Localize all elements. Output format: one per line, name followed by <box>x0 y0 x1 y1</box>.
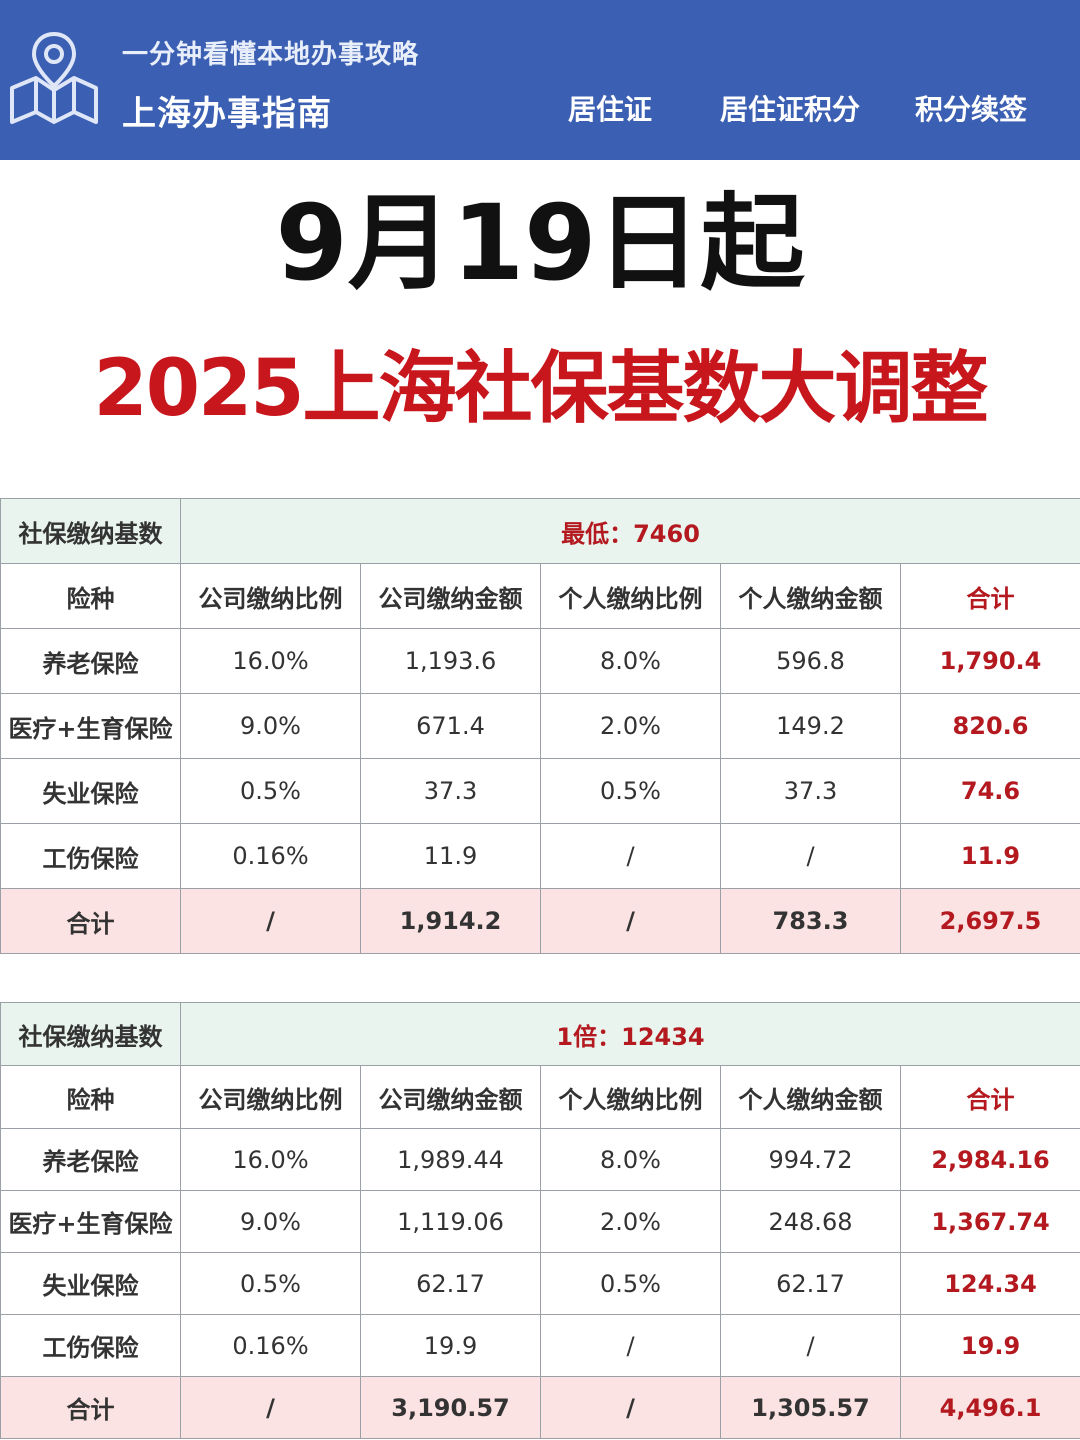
personal-amount: 994.72 <box>720 1128 901 1191</box>
personal-amount: / <box>720 823 901 889</box>
total-personal-rate: / <box>540 888 721 954</box>
column-header: 公司缴纳金额 <box>360 563 541 629</box>
company-rate: 0.16% <box>180 1314 361 1377</box>
row-total: 820.6 <box>899 693 1080 759</box>
personal-rate: / <box>540 1314 721 1377</box>
base-label: 社保缴纳基数 <box>0 498 181 564</box>
table-row: 医疗+生育保险 9.0% 671.4 2.0% 149.2 820.6 <box>0 693 1080 759</box>
base-label: 社保缴纳基数 <box>0 1002 181 1066</box>
personal-rate: 2.0% <box>540 693 721 759</box>
grand-total: 2,697.5 <box>899 888 1080 954</box>
personal-amount: / <box>720 1314 901 1377</box>
personal-amount: 37.3 <box>720 758 901 824</box>
personal-rate: 8.0% <box>540 1128 721 1191</box>
base-value: 1倍：12434 <box>179 1002 1080 1066</box>
column-header: 险种 <box>0 563 181 629</box>
row-total: 11.9 <box>899 823 1080 889</box>
company-amount: 11.9 <box>360 823 541 889</box>
company-rate: 0.5% <box>180 758 361 824</box>
personal-amount: 62.17 <box>720 1252 901 1315</box>
personal-rate: 0.5% <box>540 1252 721 1315</box>
row-total: 19.9 <box>899 1314 1080 1377</box>
column-header: 个人缴纳比例 <box>540 1065 721 1129</box>
column-header: 个人缴纳金额 <box>720 1065 901 1129</box>
nav-item-points-renewal[interactable]: 积分续签 <box>915 93 1028 126</box>
personal-amount: 248.68 <box>720 1190 901 1253</box>
insurance-type: 医疗+生育保险 <box>0 1190 181 1253</box>
brand-name: 上海办事指南 <box>122 94 332 134</box>
total-personal-amount: 783.3 <box>720 888 901 954</box>
grand-total: 4,496.1 <box>899 1376 1080 1439</box>
table-row: 工伤保险 0.16% 19.9 / / 19.9 <box>0 1314 1080 1377</box>
company-rate: 9.0% <box>180 1190 361 1253</box>
page-title-main: 2025上海社保基数大调整 <box>93 344 988 434</box>
row-total: 1,367.74 <box>899 1190 1080 1253</box>
header-banner: 一分钟看懂本地办事攻略 上海办事指南 居住证 居住证积分 积分续签 <box>0 0 1080 160</box>
company-rate: 0.5% <box>180 1252 361 1315</box>
row-total: 124.34 <box>899 1252 1080 1315</box>
company-amount: 37.3 <box>360 758 541 824</box>
total-personal-amount: 1,305.57 <box>720 1376 901 1439</box>
insurance-type: 失业保险 <box>0 1252 181 1315</box>
personal-amount: 149.2 <box>720 693 901 759</box>
company-amount: 671.4 <box>360 693 541 759</box>
company-amount: 19.9 <box>360 1314 541 1377</box>
company-rate: 16.0% <box>180 1128 361 1191</box>
row-total: 74.6 <box>899 758 1080 824</box>
total-row: 合计 / 1,914.2 / 783.3 2,697.5 <box>0 888 1080 954</box>
insurance-type: 医疗+生育保险 <box>0 693 181 759</box>
column-header: 公司缴纳金额 <box>360 1065 541 1129</box>
total-personal-rate: / <box>540 1376 721 1439</box>
column-header: 公司缴纳比例 <box>180 563 361 629</box>
table-row: 失业保险 0.5% 37.3 0.5% 37.3 74.6 <box>0 758 1080 824</box>
page-title-date: 9月19日起 <box>275 182 805 304</box>
personal-rate: / <box>540 823 721 889</box>
total-row: 合计 / 3,190.57 / 1,305.57 4,496.1 <box>0 1376 1080 1439</box>
company-rate: 9.0% <box>180 693 361 759</box>
column-header: 个人缴纳比例 <box>540 563 721 629</box>
row-total: 2,984.16 <box>899 1128 1080 1191</box>
column-header: 公司缴纳比例 <box>180 1065 361 1129</box>
company-amount: 1,193.6 <box>360 628 541 694</box>
column-header-total: 合计 <box>899 563 1080 629</box>
total-label: 合计 <box>0 1376 181 1439</box>
contribution-table-minimum: 社保缴纳基数 最低：7460 险种 公司缴纳比例 公司缴纳金额 个人缴纳比例 个… <box>0 498 1080 954</box>
tagline: 一分钟看懂本地办事攻略 <box>122 40 420 70</box>
contribution-table-1x: 社保缴纳基数 1倍：12434 险种 公司缴纳比例 公司缴纳金额 个人缴纳比例 … <box>0 1002 1080 1439</box>
total-label: 合计 <box>0 888 181 954</box>
total-company-rate: / <box>180 1376 361 1439</box>
table-header-row: 险种 公司缴纳比例 公司缴纳金额 个人缴纳比例 个人缴纳金额 合计 <box>0 563 1080 629</box>
insurance-type: 工伤保险 <box>0 823 181 889</box>
nav-item-residence-points[interactable]: 居住证积分 <box>720 93 861 126</box>
column-header: 险种 <box>0 1065 181 1129</box>
nav-item-residence-permit[interactable]: 居住证 <box>568 93 653 126</box>
company-amount: 1,119.06 <box>360 1190 541 1253</box>
personal-rate: 0.5% <box>540 758 721 824</box>
table-row: 工伤保险 0.16% 11.9 / / 11.9 <box>0 823 1080 889</box>
insurance-type: 失业保险 <box>0 758 181 824</box>
company-amount: 62.17 <box>360 1252 541 1315</box>
personal-rate: 2.0% <box>540 1190 721 1253</box>
company-rate: 0.16% <box>180 823 361 889</box>
table-header-row: 险种 公司缴纳比例 公司缴纳金额 个人缴纳比例 个人缴纳金额 合计 <box>0 1065 1080 1129</box>
insurance-type: 养老保险 <box>0 1128 181 1191</box>
personal-rate: 8.0% <box>540 628 721 694</box>
column-header-total: 合计 <box>899 1065 1080 1129</box>
base-value: 最低：7460 <box>179 498 1080 564</box>
table-row: 失业保险 0.5% 62.17 0.5% 62.17 124.34 <box>0 1252 1080 1315</box>
table-row: 医疗+生育保险 9.0% 1,119.06 2.0% 248.68 1,367.… <box>0 1190 1080 1253</box>
total-company-amount: 3,190.57 <box>360 1376 541 1439</box>
row-total: 1,790.4 <box>899 628 1080 694</box>
company-amount: 1,989.44 <box>360 1128 541 1191</box>
total-company-amount: 1,914.2 <box>360 888 541 954</box>
table-row: 养老保险 16.0% 1,989.44 8.0% 994.72 2,984.16 <box>0 1128 1080 1191</box>
column-header: 个人缴纳金额 <box>720 563 901 629</box>
personal-amount: 596.8 <box>720 628 901 694</box>
company-rate: 16.0% <box>180 628 361 694</box>
map-pin-icon <box>10 31 98 124</box>
insurance-type: 养老保险 <box>0 628 181 694</box>
table-row: 养老保险 16.0% 1,193.6 8.0% 596.8 1,790.4 <box>0 628 1080 694</box>
insurance-type: 工伤保险 <box>0 1314 181 1377</box>
total-company-rate: / <box>180 888 361 954</box>
